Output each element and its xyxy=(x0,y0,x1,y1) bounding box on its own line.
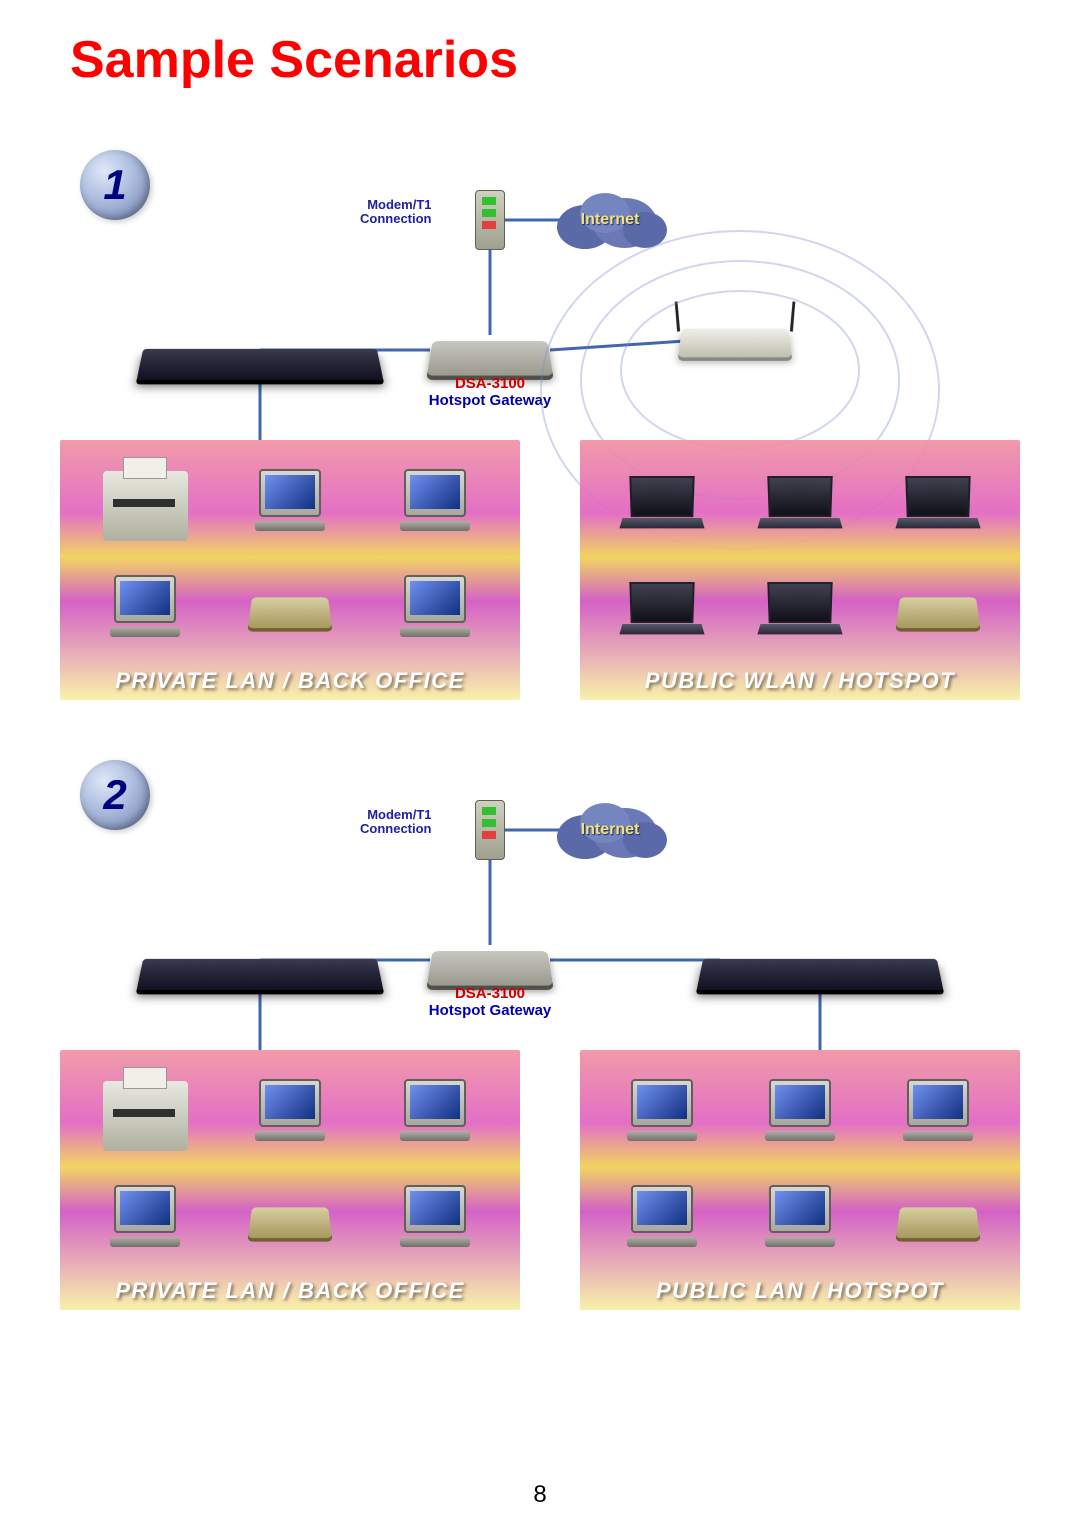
gateway-icon xyxy=(427,951,553,986)
internet-cloud: Internet xyxy=(550,185,670,255)
desktop-pc-icon xyxy=(395,575,475,650)
zone-devices xyxy=(580,1050,1020,1310)
page-title: Sample Scenarios xyxy=(70,30,1020,90)
switch-left-icon xyxy=(137,349,384,380)
desktop-pc-icon xyxy=(250,469,330,544)
scenario-2: 2 Modem/T1 Connection Internet DSA-3100 … xyxy=(60,760,1020,1320)
scenario-1: 1 Modem/T1 Connection Internet DSA-3100 … xyxy=(60,150,1020,710)
laptop-icon xyxy=(893,476,983,536)
gateway-label: DSA-3100 Hotspot Gateway xyxy=(400,985,580,1020)
gateway-label: DSA-3100 Hotspot Gateway xyxy=(400,375,580,410)
desktop-pc-icon xyxy=(395,469,475,544)
printer-icon xyxy=(103,1081,188,1151)
private-lan-zone: PRIVATE LAN / BACK OFFICE xyxy=(60,440,520,700)
public-lan-label: PUBLIC LAN / HOTSPOT xyxy=(580,1278,1020,1304)
desktop-pc-icon xyxy=(250,1079,330,1154)
laptop-icon xyxy=(755,582,845,642)
internet-label: Internet xyxy=(550,185,670,255)
desktop-pc-icon xyxy=(395,1079,475,1154)
wireless-device-icon xyxy=(896,597,980,628)
network-device-icon xyxy=(248,1207,332,1238)
modem-icon xyxy=(475,800,505,860)
public-wlan-label: PUBLIC WLAN / HOTSPOT xyxy=(580,668,1020,694)
desktop-pc-icon xyxy=(622,1079,702,1154)
desktop-pc-icon xyxy=(898,1079,978,1154)
network-device-icon xyxy=(248,597,332,628)
switch-left-icon xyxy=(137,959,384,990)
zone-devices xyxy=(580,440,1020,700)
internet-cloud: Internet xyxy=(550,795,670,865)
gateway-icon xyxy=(427,341,553,376)
desktop-pc-icon xyxy=(622,1185,702,1260)
laptop-icon xyxy=(755,476,845,536)
zone-devices xyxy=(60,440,520,700)
desktop-pc-icon xyxy=(105,1185,185,1260)
internet-label: Internet xyxy=(550,795,670,865)
zone-devices xyxy=(60,1050,520,1310)
network-device-icon xyxy=(896,1207,980,1238)
modem-label: Modem/T1 Connection xyxy=(360,198,432,227)
switch-right-icon xyxy=(697,959,944,990)
modem-icon xyxy=(475,190,505,250)
private-lan-zone: PRIVATE LAN / BACK OFFICE xyxy=(60,1050,520,1310)
desktop-pc-icon xyxy=(760,1185,840,1260)
public-wlan-zone: PUBLIC WLAN / HOTSPOT xyxy=(580,440,1020,700)
private-lan-label: PRIVATE LAN / BACK OFFICE xyxy=(60,1278,520,1304)
page-number: 8 xyxy=(0,1481,1080,1509)
printer-icon xyxy=(103,471,188,541)
access-point-icon xyxy=(678,329,792,358)
public-lan-zone: PUBLIC LAN / HOTSPOT xyxy=(580,1050,1020,1310)
laptop-icon xyxy=(617,582,707,642)
desktop-pc-icon xyxy=(105,575,185,650)
desktop-pc-icon xyxy=(760,1079,840,1154)
modem-label: Modem/T1 Connection xyxy=(360,808,432,837)
private-lan-label: PRIVATE LAN / BACK OFFICE xyxy=(60,668,520,694)
laptop-icon xyxy=(617,476,707,536)
desktop-pc-icon xyxy=(395,1185,475,1260)
